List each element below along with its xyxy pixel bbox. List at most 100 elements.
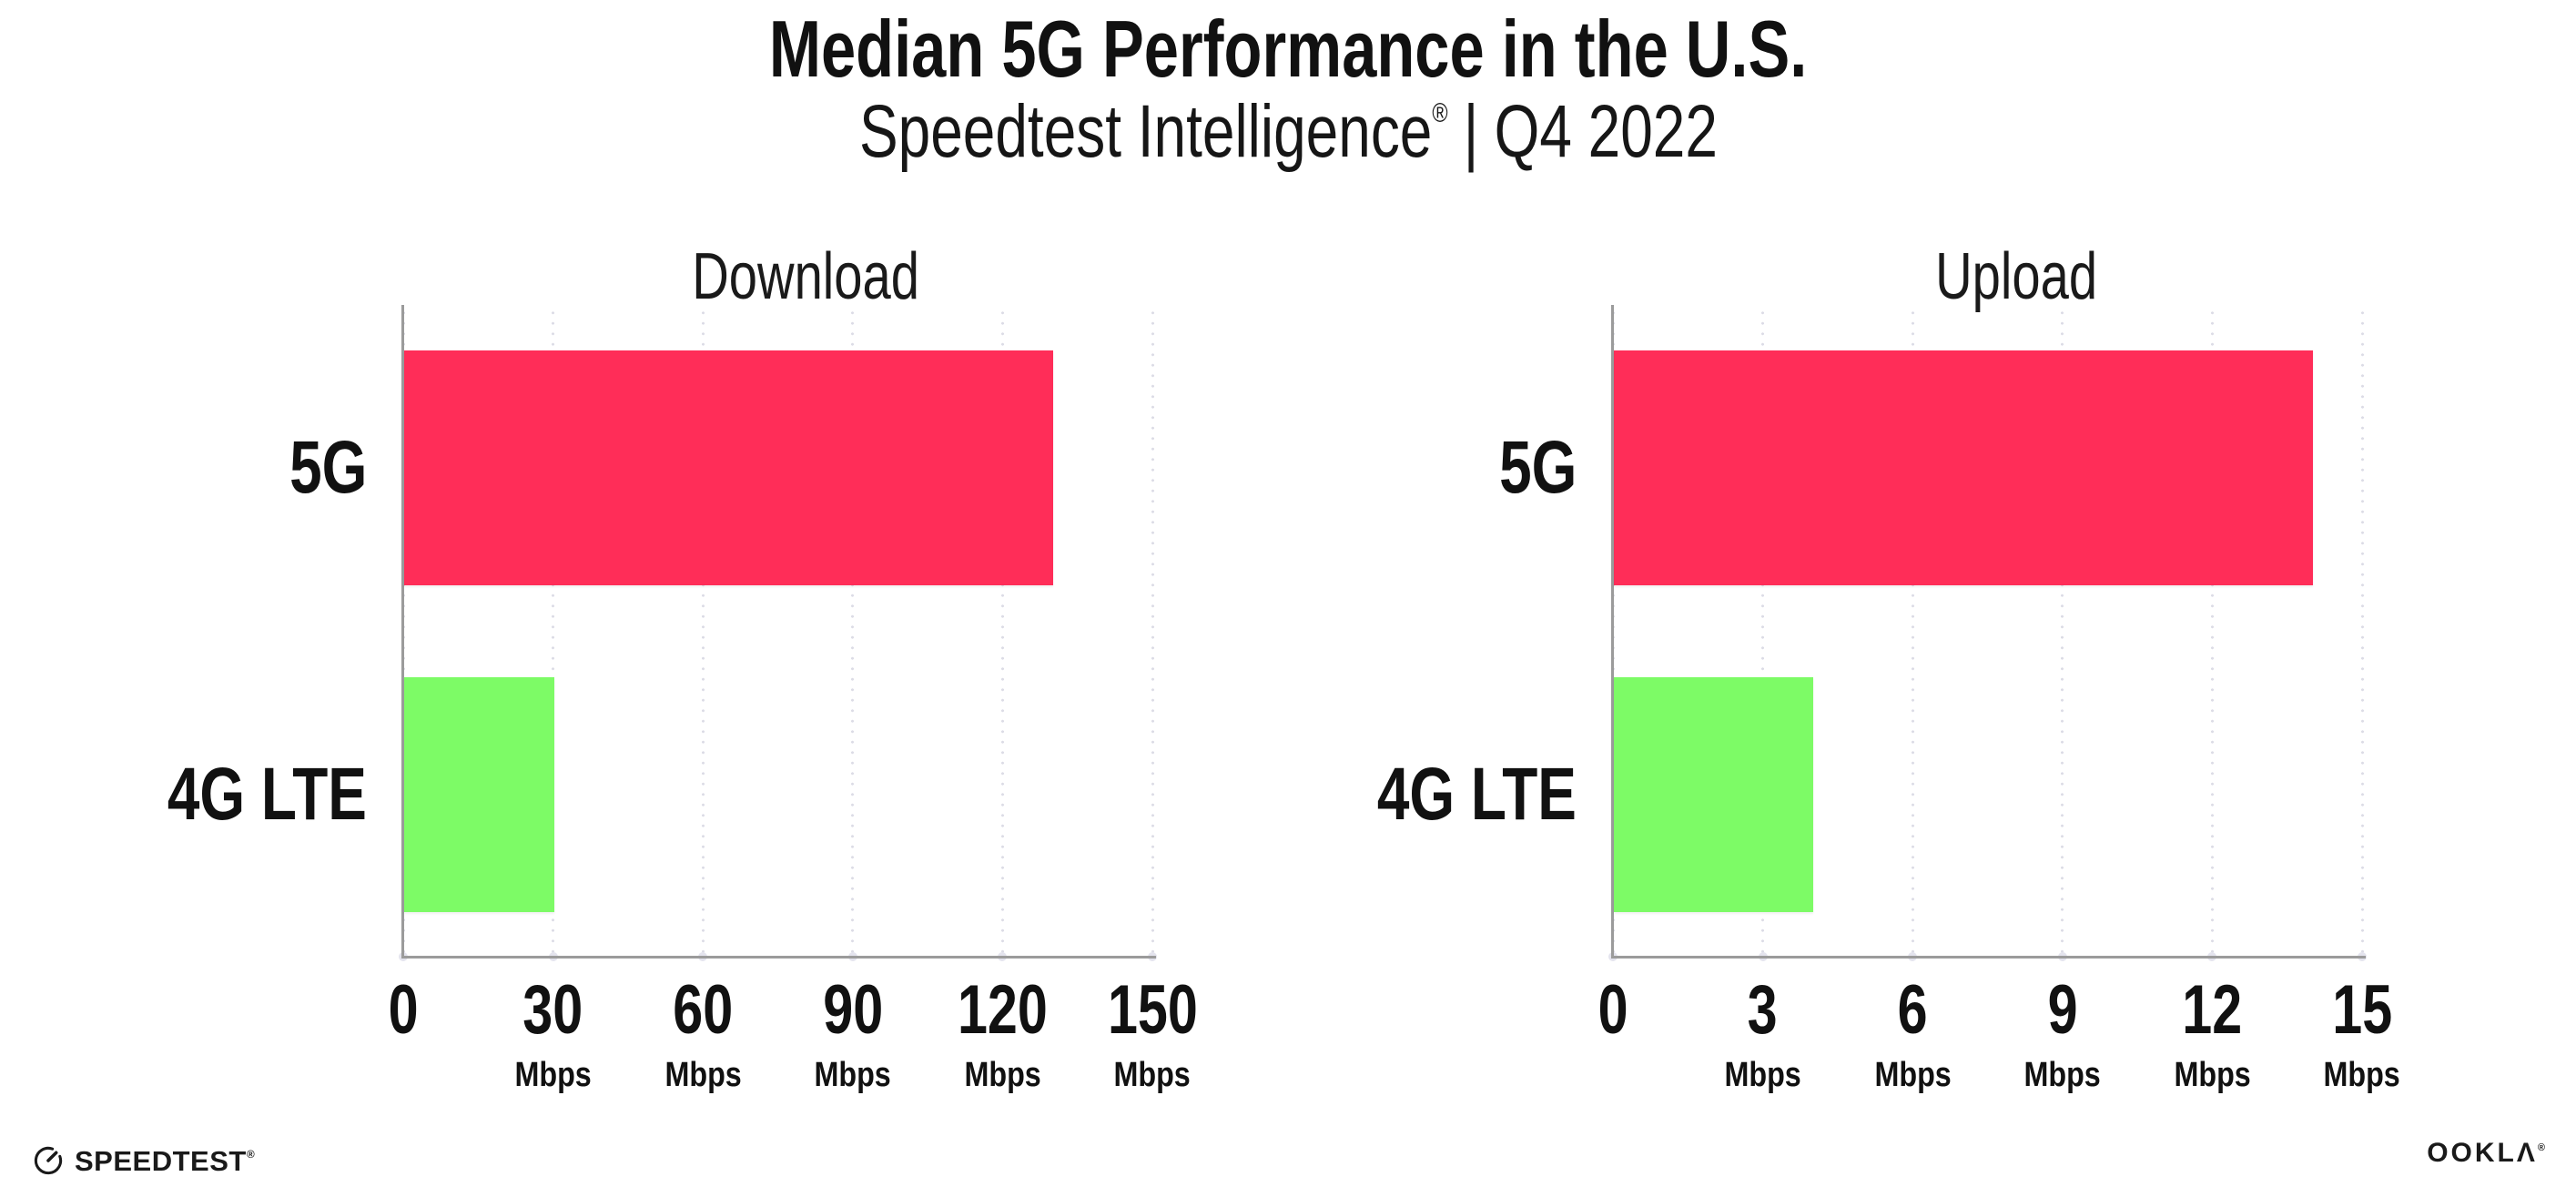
category-label-4g-lte: 4G LTE (167, 753, 367, 836)
x-tick-6: 6 Mbps (1812, 976, 2013, 1093)
gridline-0 (1611, 308, 1615, 958)
x-tick-15: 15 Mbps (2262, 976, 2462, 1093)
x-tick-12: 12 Mbps (2112, 971, 2312, 1093)
page-title-text: Median 5G Performance in the U.S. (768, 4, 1808, 94)
x-tick-unit-text: Mbps (664, 1056, 742, 1094)
y-axis-line (401, 305, 404, 958)
x-tick-value-text: 90 (822, 971, 883, 1049)
x-tick-unit-text: Mbps (2174, 1056, 2251, 1094)
x-tick-unit: Mbps (1812, 1058, 2013, 1092)
subtitle-period: Q4 2022 (1494, 90, 1718, 173)
x-tick-unit-text: Mbps (514, 1056, 592, 1094)
x-tick-unit: Mbps (453, 1058, 654, 1092)
gridline-90 (851, 308, 855, 958)
axis-tick-dot-60 (698, 952, 708, 961)
gridline-150 (1151, 308, 1154, 958)
x-tick-value: 3 (1663, 976, 1863, 1045)
x-tick-value-text: 60 (673, 971, 734, 1049)
x-tick-value: 0 (1513, 976, 1713, 1045)
x-tick-unit: Mbps (1052, 1058, 1253, 1092)
x-tick-value: 120 (902, 976, 1102, 1045)
x-tick-30: 30 Mbps (453, 976, 654, 1093)
gridline-60 (701, 308, 705, 958)
x-axis-line (1611, 956, 2366, 959)
x-tick-unit: Mbps (2112, 1058, 2312, 1092)
axis-tick-dot-9 (2057, 952, 2067, 961)
x-tick-unit: Mbps (753, 1058, 953, 1092)
x-tick-unit: Mbps (902, 1058, 1102, 1092)
x-tick-unit-text: Mbps (1874, 1056, 1952, 1094)
x-tick-value-text: 120 (957, 971, 1048, 1049)
x-tick-unit: Mbps (2262, 1058, 2462, 1092)
speedtest-registered-mark: ® (246, 1147, 256, 1161)
axis-tick-dot-0 (399, 952, 408, 961)
page-subtitle-text: Speedtest Intelligence® | Q4 2022 (859, 90, 1718, 173)
page-title: Median 5G Performance in the U.S. (0, 4, 2576, 94)
chart-title-text: Upload (1935, 240, 2097, 313)
x-tick-value-text: 0 (1597, 971, 1628, 1049)
x-tick-value: 0 (303, 976, 503, 1045)
x-tick-150: 150 Mbps (1052, 976, 1253, 1093)
x-axis-line (401, 956, 1156, 959)
x-tick-value-text: 9 (2047, 971, 2078, 1049)
x-tick-value-text: 3 (1748, 971, 1779, 1049)
axis-tick-dot-12 (2207, 952, 2217, 961)
x-tick-unit-text: Mbps (1113, 1056, 1192, 1094)
x-tick-unit: Mbps (603, 1058, 803, 1092)
x-tick-value: 15 (2262, 976, 2462, 1045)
x-tick-value-text: 15 (2332, 971, 2392, 1049)
x-tick-value: 90 (753, 976, 953, 1045)
x-tick-0: 0 (1513, 976, 1713, 1045)
gridline-120 (1000, 308, 1004, 958)
x-tick-9: 9 Mbps (1962, 976, 2163, 1094)
gridline-3 (1761, 308, 1765, 958)
x-tick-unit-text: Mbps (964, 1056, 1041, 1094)
x-tick-unit-text: Mbps (2023, 1056, 2101, 1094)
speedtest-wordmark: SPEEDTEST® (75, 1147, 255, 1175)
x-tick-0: 0 (303, 976, 503, 1045)
x-tick-value: 150 (1052, 976, 1253, 1045)
axis-tick-dot-0 (1608, 952, 1618, 961)
axis-tick-dot-3 (1758, 952, 1768, 961)
chart-title-text: Download (692, 240, 919, 313)
axis-tick-dot-6 (1908, 952, 1918, 961)
speedtest-logo: SPEEDTEST® (33, 1134, 255, 1187)
bar-5g (1614, 350, 2314, 585)
x-tick-unit-text: Mbps (2323, 1056, 2401, 1094)
axis-tick-dot-15 (2358, 952, 2367, 961)
ookla-wordmark: OOKLΛ (2427, 1138, 2538, 1168)
x-tick-3: 3 Mbps (1663, 976, 1863, 1093)
x-tick-value-text: 12 (2182, 971, 2243, 1049)
x-tick-value-text: 30 (522, 971, 583, 1049)
bar-5g (404, 350, 1054, 585)
gridline-15 (2360, 308, 2364, 958)
x-tick-value: 60 (603, 976, 803, 1045)
axis-tick-dot-150 (1148, 952, 1157, 961)
axis-tick-dot-90 (847, 952, 857, 961)
chart-title: Upload (1652, 244, 2380, 309)
page-subtitle: Speedtest Intelligence® | Q4 2022 (0, 90, 2576, 173)
x-tick-60: 60 Mbps (603, 976, 803, 1093)
gridline-0 (401, 308, 405, 958)
axis-tick-dot-30 (548, 952, 558, 961)
bar-4g-lte (404, 677, 554, 912)
x-tick-value-text: 0 (388, 971, 419, 1049)
speedtest-gauge-icon (34, 1146, 63, 1175)
axis-tick-dot-120 (998, 952, 1008, 961)
x-tick-value: 9 (1962, 976, 2163, 1045)
ookla-registered-mark: ® (2537, 1142, 2545, 1153)
x-tick-120: 120 Mbps (902, 976, 1102, 1093)
registered-mark: ® (1431, 98, 1448, 128)
chart-title: Download (441, 244, 1170, 309)
gridline-30 (552, 308, 555, 958)
x-tick-unit-text: Mbps (1724, 1056, 1801, 1094)
ookla-logo: OOKLΛ® (2427, 1140, 2545, 1167)
x-tick-unit-text: Mbps (814, 1056, 891, 1094)
x-tick-value: 30 (453, 976, 654, 1045)
speedtest-label: SPEEDTEST (75, 1144, 247, 1177)
category-label-4g-lte: 4G LTE (1376, 753, 1577, 836)
x-tick-unit: Mbps (1663, 1058, 1863, 1092)
gridline-12 (2210, 308, 2214, 958)
